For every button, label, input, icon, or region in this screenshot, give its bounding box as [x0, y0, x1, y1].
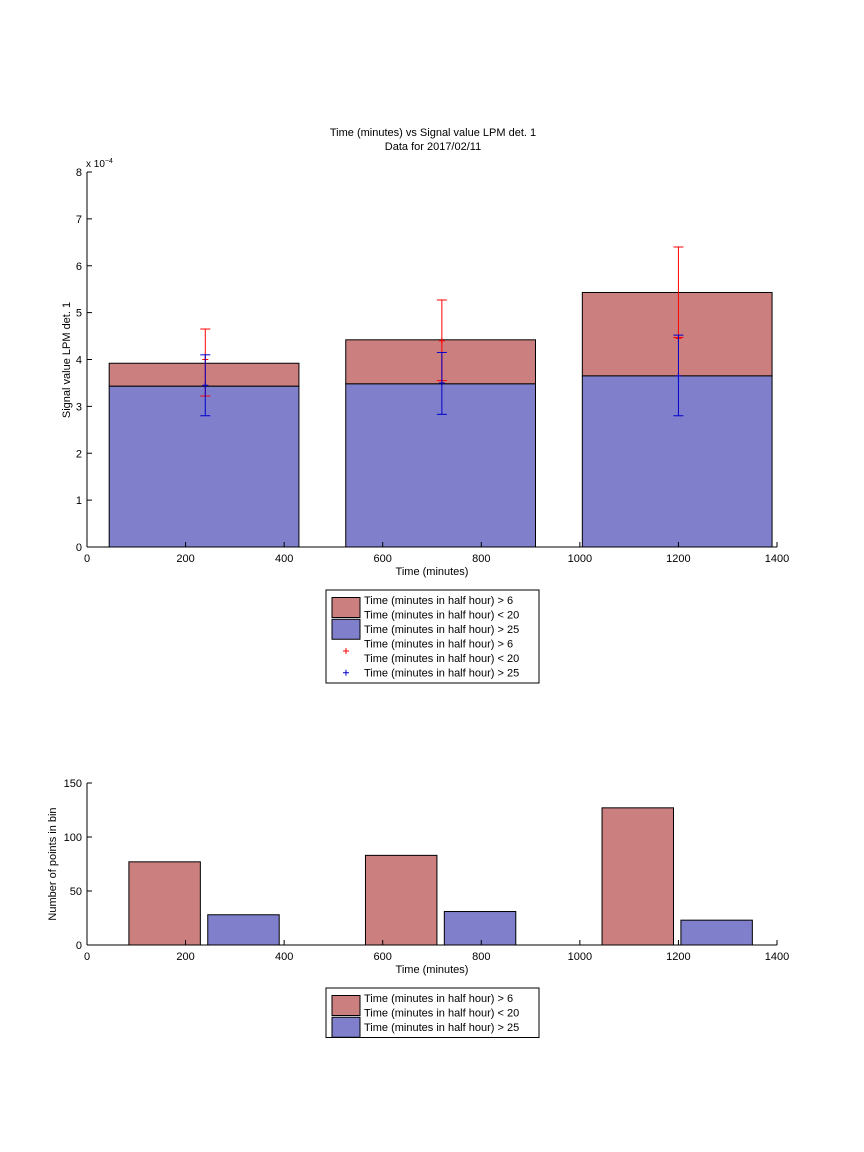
chart2-y-tick-label: 100	[64, 832, 82, 844]
chart1-x-tick-label: 1000	[568, 553, 592, 565]
count-chart: 0 200 400 600 800 1000 1200 1400 0 50 100 150 Time …	[47, 778, 789, 1038]
chart1-x-tick-label: 1400	[765, 553, 789, 565]
chart1-x-tick-label: 400	[275, 553, 293, 565]
chart2-bar-blue	[207, 914, 280, 946]
chart1-ylabel: Signal value LPM det. 1	[61, 302, 73, 418]
chart2-x-tick-label: 1000	[568, 951, 592, 963]
chart1-legend: Time (minutes in half hour) > 6 Time (min…	[325, 589, 540, 684]
chart1-y-tick-label: 3	[76, 401, 82, 413]
chart1-title-line2: Data for 2017/02/11	[385, 141, 481, 153]
chart1-legend-label: Time (minutes in half hour) > 25	[364, 624, 519, 636]
chart2-y-tick-label: 0	[76, 940, 82, 952]
chart2-legend-label: Time (minutes in half hour) < 20	[364, 1008, 519, 1020]
chart2-legend: Time (minutes in half hour) > 6 Time (min…	[325, 987, 540, 1038]
chart2-legend-swatch	[331, 995, 361, 1016]
chart1-bar-blue	[108, 385, 300, 548]
signal-chart: Time (minutes) vs Signal value LPM det. …	[61, 127, 789, 684]
chart1-y-tick-label: 0	[76, 542, 82, 554]
chart2-ylabel: Number of points in bin	[47, 807, 59, 920]
chart2-xlabel: Time (minutes)	[396, 964, 469, 976]
chart2-legend-label: Time (minutes in half hour) > 25	[364, 1022, 519, 1034]
chart2-x-tick-label: 1400	[765, 951, 789, 963]
chart1-x-tick-label: 800	[472, 553, 490, 565]
chart2-x-tick-label: 400	[275, 951, 293, 963]
chart1-bar-red	[345, 339, 536, 385]
chart2-bar-red	[364, 854, 438, 946]
chart1-bar-blue	[345, 383, 536, 548]
chart1-legend-swatch	[331, 597, 361, 618]
chart1-y-tick-label: 2	[76, 448, 82, 460]
chart1-y-tick-label: 1	[76, 495, 82, 507]
chart1-xlabel: Time (minutes)	[396, 566, 469, 578]
chart1-x-tick-label: 0	[84, 553, 90, 565]
chart2-x-tick-label: 200	[176, 951, 194, 963]
chart2-y-tick-label: 150	[64, 778, 82, 790]
chart2-x-tick-label: 1200	[666, 951, 690, 963]
chart2-x-tick-label: 0	[84, 951, 90, 963]
chart2-legend-label: Time (minutes in half hour) > 6	[364, 993, 513, 1005]
chart1-legend-label: Time (minutes in half hour) > 6	[364, 595, 513, 607]
chart2-bar-blue	[680, 919, 753, 946]
chart2-x-tick-label: 600	[374, 951, 392, 963]
chart1-x-tick-label: 200	[176, 553, 194, 565]
chart1-y-tick-label: 8	[76, 167, 82, 179]
chart2-legend-box	[325, 987, 540, 1038]
chart1-legend-label: Time (minutes in half hour) < 20	[364, 653, 519, 665]
chart1-x-tick-label: 600	[374, 553, 392, 565]
chart1-legend-swatch	[331, 618, 361, 640]
chart1-bar-red	[581, 291, 773, 377]
chart1-legend-label: Time (minutes in half hour) > 25	[364, 668, 519, 680]
chart1-legend-label: Time (minutes in half hour) > 6	[364, 639, 513, 651]
chart1-title-line1: Time (minutes) vs Signal value LPM det. …	[330, 127, 536, 139]
chart1-y-tick-label: 6	[76, 261, 82, 273]
chart2-y-tick-label: 50	[70, 886, 82, 898]
chart1-legend-box	[325, 589, 540, 684]
chart1-bar-blue	[581, 375, 773, 548]
chart1-legend-label: Time (minutes in half hour) < 20	[364, 610, 519, 622]
chart1-bar-red	[108, 362, 300, 387]
chart1-x-tick-label: 1200	[666, 553, 690, 565]
chart1-y-tick-label: 7	[76, 214, 82, 226]
chart1-y-tick-label: 4	[76, 355, 82, 367]
chart2-bar-red	[128, 861, 201, 946]
chart2-x-tick-label: 800	[472, 951, 490, 963]
chart1-exponent-label: x 10−4	[86, 158, 113, 170]
chart2-legend-swatch	[331, 1016, 361, 1038]
chart2-bar-blue	[443, 911, 517, 946]
chart1-y-tick-label: 5	[76, 308, 82, 320]
chart2-bar-red	[601, 807, 674, 946]
